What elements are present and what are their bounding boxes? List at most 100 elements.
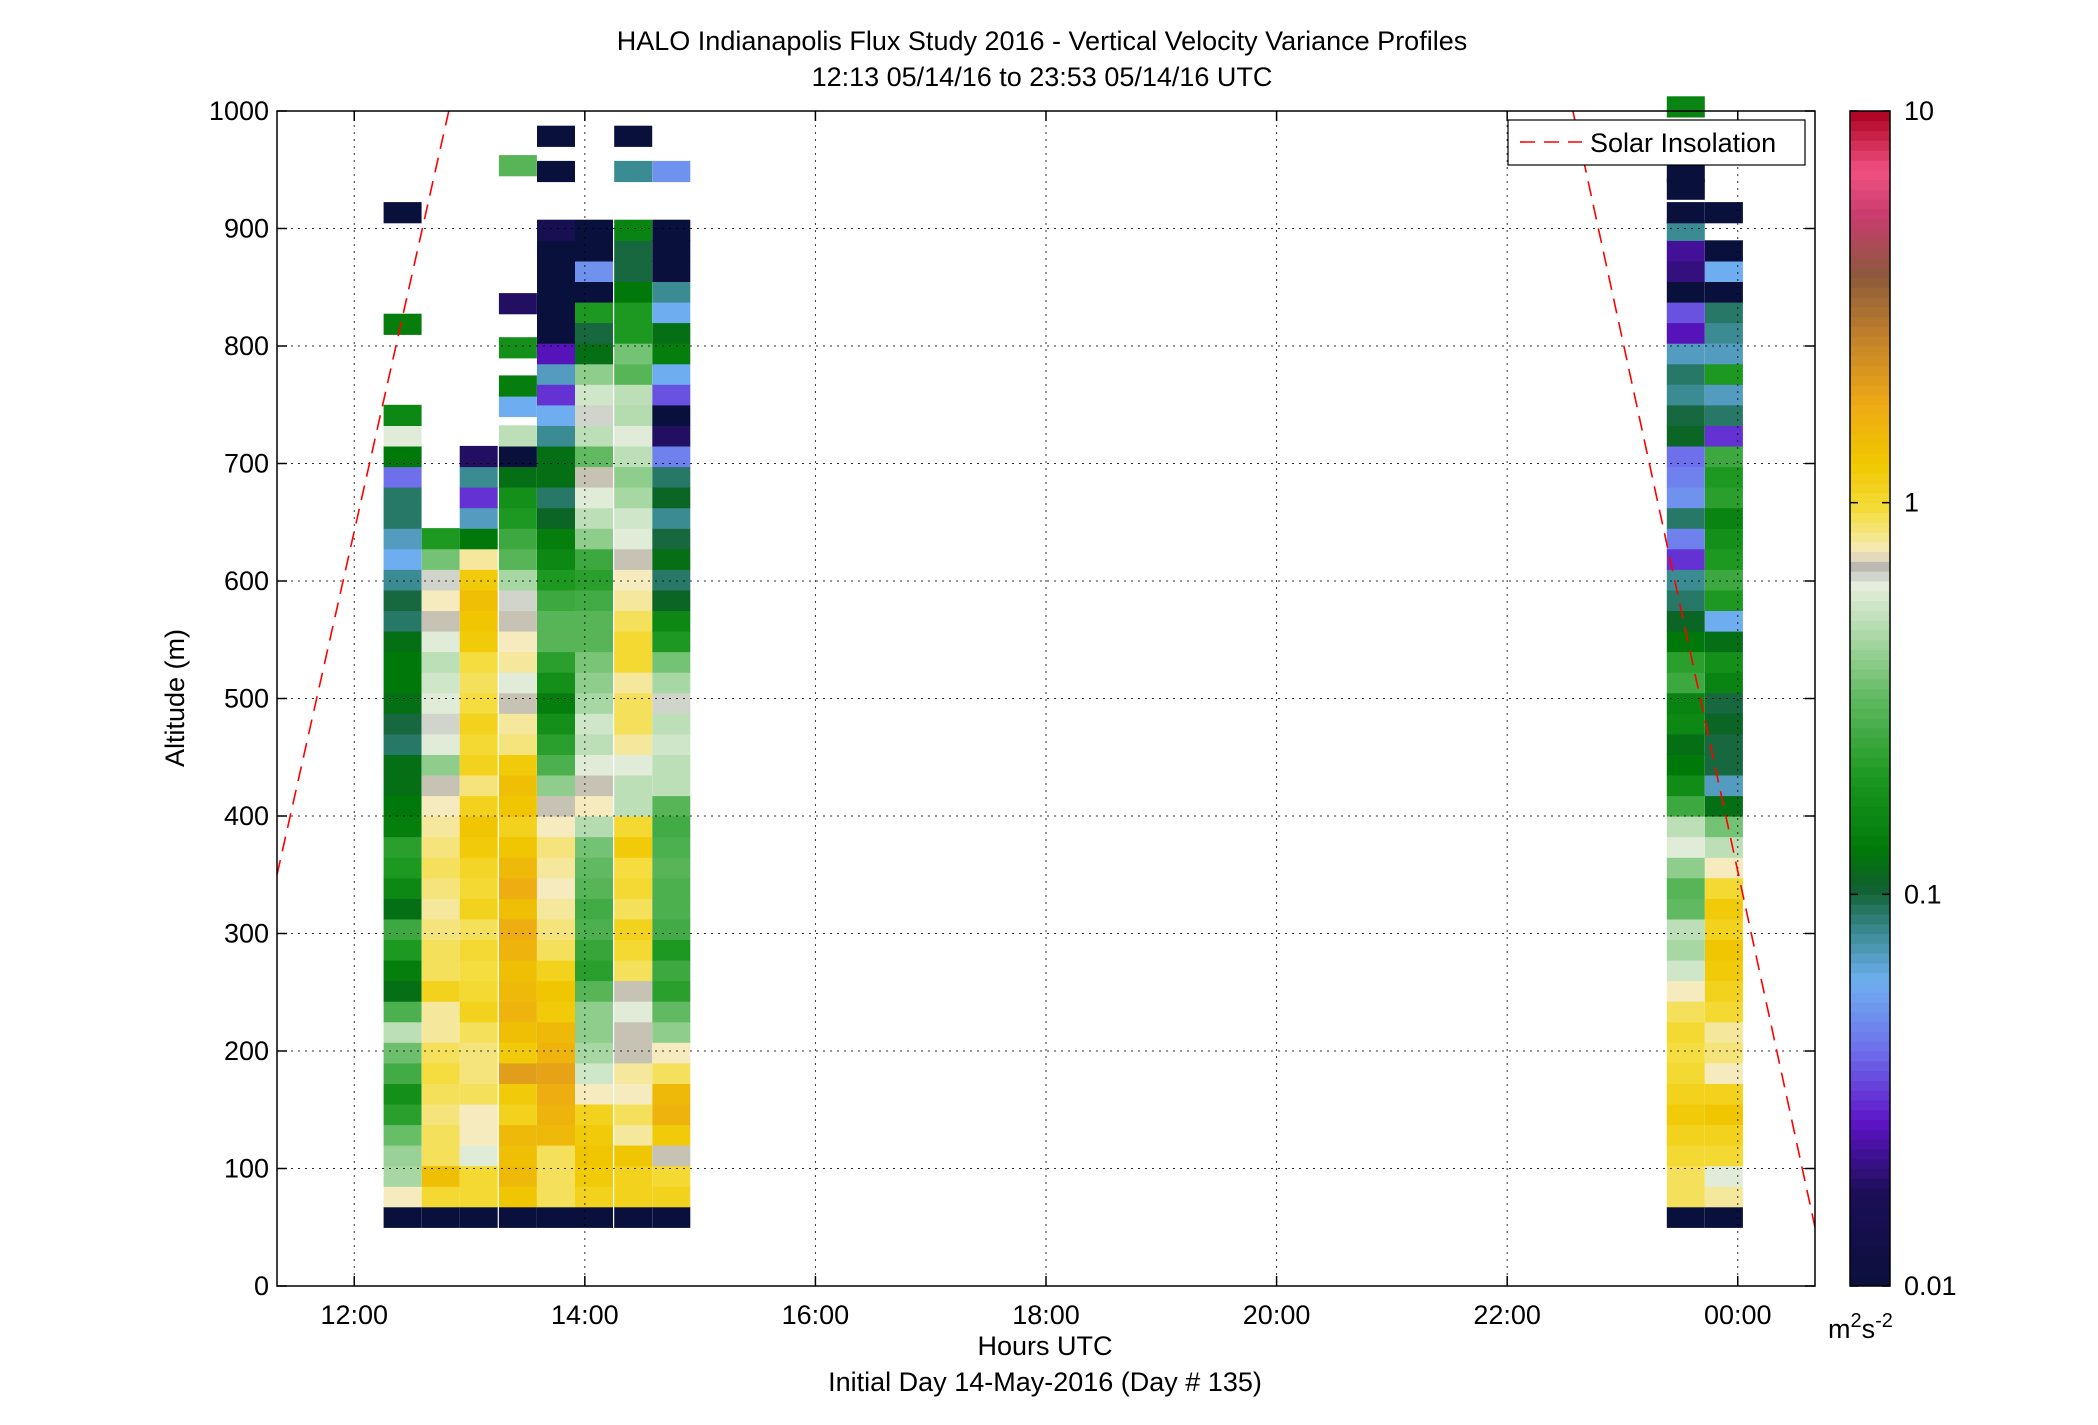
heatmap-cell	[652, 1083, 691, 1105]
heatmap-cell	[1666, 1042, 1705, 1064]
colorbar-segment	[1850, 923, 1890, 934]
heatmap-cell	[652, 569, 691, 591]
heatmap-cell	[459, 487, 498, 509]
heatmap-cell	[575, 548, 613, 570]
heatmap-cell	[383, 487, 422, 509]
heatmap-cell	[575, 301, 613, 324]
colorbar-segment	[1850, 953, 1890, 964]
colorbar-segment	[1850, 306, 1890, 318]
heatmap-cell	[575, 877, 613, 899]
heatmap-cell	[652, 322, 691, 344]
heatmap-cell	[498, 375, 537, 397]
colorbar-segment	[1850, 355, 1890, 367]
heatmap-cell	[498, 918, 537, 940]
heatmap-cell	[537, 281, 575, 303]
heatmap-cell	[459, 774, 498, 797]
heatmap-cell	[383, 692, 422, 714]
heatmap-cell	[459, 733, 498, 755]
colorbar-segment	[1850, 453, 1890, 464]
heatmap-cell	[459, 754, 498, 776]
heatmap-cell	[421, 959, 460, 982]
colorbar-segment	[1850, 659, 1890, 670]
colorbar-segment	[1850, 1002, 1890, 1013]
heatmap-cell	[537, 610, 575, 632]
y-tick-label: 700	[224, 449, 269, 479]
heatmap-cell	[383, 589, 422, 611]
heatmap-cell	[383, 918, 422, 940]
heatmap-cell	[421, 1083, 460, 1105]
heatmap-cell	[459, 1083, 498, 1105]
heatmap-cell	[459, 959, 498, 982]
heatmap-cell	[575, 672, 613, 694]
heatmap-cell	[1704, 487, 1743, 509]
heatmap-cell	[614, 281, 653, 303]
colorbar-segment	[1850, 159, 1890, 171]
heatmap-cell	[652, 1021, 691, 1043]
heatmap-cell	[1666, 1103, 1705, 1126]
heatmap-cell	[498, 836, 537, 858]
heatmap-cell	[537, 1001, 575, 1023]
heatmap-cell	[537, 125, 575, 147]
heatmap-cell	[575, 1062, 613, 1084]
colorbar-segment	[1850, 169, 1890, 181]
colorbar-segment	[1850, 776, 1890, 788]
heatmap-cell	[498, 395, 537, 418]
heatmap-cell	[1666, 610, 1705, 632]
heatmap-cell	[575, 1145, 613, 1167]
heatmap-cell	[1666, 939, 1705, 961]
heatmap-cell	[1666, 1021, 1705, 1043]
heatmap-cell	[459, 1021, 498, 1043]
solar-insolation-lines	[276, 110, 1816, 1228]
heatmap-cell	[537, 589, 575, 611]
colorbar-segment	[1850, 1266, 1890, 1277]
heatmap-cell	[459, 1186, 498, 1208]
colorbar-segment	[1850, 669, 1890, 680]
heatmap-cell	[614, 877, 653, 899]
heatmap-cell	[614, 528, 653, 550]
heatmap-cell	[575, 754, 613, 776]
heatmap-cell	[1666, 363, 1705, 385]
heatmap-cell	[614, 1206, 653, 1228]
solar-insolation-line	[276, 110, 450, 875]
heatmap-cell	[575, 1186, 613, 1208]
heatmap-cell	[1666, 301, 1705, 324]
heatmap-cell	[537, 569, 575, 591]
heatmap-cell	[575, 939, 613, 961]
heatmap-cell	[383, 569, 422, 591]
colorbar-segment	[1850, 845, 1890, 856]
x-axis: 12:00 14:00 16:00 18:00 20:00 22:00 00:00	[320, 111, 1772, 1330]
heatmap-cell	[1704, 754, 1743, 776]
heatmap-cell	[537, 445, 575, 468]
heatmap-cell	[537, 1103, 575, 1126]
x-axis-sublabel: Initial Day 14-May-2016 (Day # 135)	[828, 1367, 1262, 1397]
heatmap-cell	[652, 774, 691, 797]
heatmap-cell	[652, 528, 691, 550]
colorbar-segment	[1850, 189, 1890, 200]
heatmap-cell	[498, 466, 537, 488]
colorbar-unit-exp2: -2	[1875, 1310, 1893, 1332]
heatmap-cell	[1704, 836, 1743, 858]
heatmap-cell	[1704, 528, 1743, 550]
heatmap-cell	[537, 1042, 575, 1064]
heatmap-cell	[1704, 507, 1743, 529]
colorbar-segment	[1850, 933, 1890, 944]
heatmap-cell	[1704, 713, 1743, 735]
colorbar-segment	[1850, 590, 1890, 602]
heatmap-cell	[383, 959, 422, 982]
colorbar-segment	[1850, 561, 1890, 572]
heatmap-cell	[652, 1145, 691, 1167]
colorbar-segment	[1850, 140, 1890, 151]
heatmap-cell	[537, 918, 575, 940]
heatmap-cell	[614, 692, 653, 714]
heatmap-cell	[575, 363, 613, 385]
colorbar-segment	[1850, 218, 1890, 229]
heatmap-cell	[1666, 1145, 1705, 1167]
heatmap-cell	[459, 692, 498, 714]
heatmap-cell	[614, 507, 653, 529]
colorbar-segment	[1850, 874, 1890, 886]
heatmap-cell	[421, 816, 460, 838]
heatmap-cell	[421, 754, 460, 776]
heatmap-cell	[652, 918, 691, 940]
colorbar-segment	[1850, 150, 1890, 161]
heatmap-cell	[614, 260, 653, 282]
